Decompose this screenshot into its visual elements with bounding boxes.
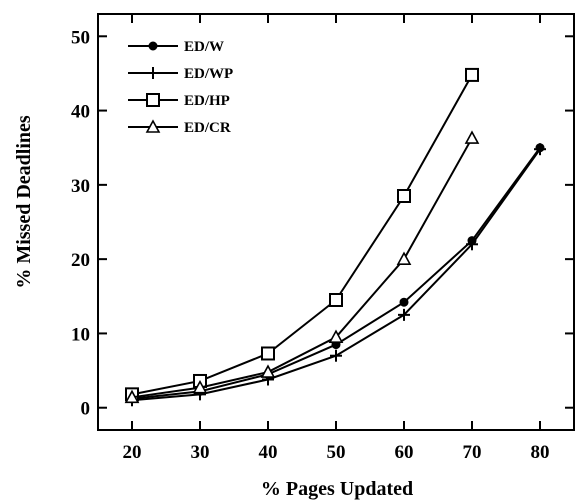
x-tick-label: 60 bbox=[395, 442, 414, 463]
x-tick-label: 70 bbox=[463, 442, 482, 463]
legend-label: ED/W bbox=[184, 39, 224, 55]
series-line-ed-wp bbox=[131, 148, 541, 402]
plot-frame bbox=[97, 13, 575, 431]
point-ed-cr bbox=[396, 251, 412, 265]
x-tick-label: 80 bbox=[531, 442, 550, 463]
series-line-ed-hp bbox=[131, 74, 473, 396]
legend-item-ed-w: ED/W bbox=[128, 39, 224, 55]
point-ed-hp bbox=[329, 293, 343, 307]
point-ed-w bbox=[399, 297, 409, 307]
legend-label: ED/WP bbox=[184, 66, 233, 82]
legend-item-ed-hp: ED/HP bbox=[128, 93, 230, 109]
y-tick-label: 0 bbox=[81, 399, 91, 420]
x-tick-labels: 20 30 40 50 60 70 80 bbox=[123, 442, 550, 463]
y-axis-label: % Missed Deadlines bbox=[13, 115, 35, 289]
y-tick-label: 30 bbox=[71, 176, 90, 197]
point-ed-cr bbox=[124, 389, 140, 404]
point-ed-hp bbox=[465, 67, 479, 82]
y-tick-label: 10 bbox=[71, 324, 90, 345]
x-tick-label: 30 bbox=[191, 442, 210, 463]
x-tick-label: 50 bbox=[327, 442, 346, 463]
legend-marker bbox=[146, 93, 160, 107]
legend: ED/W ED/WP ED/HP ED/CR bbox=[128, 39, 233, 136]
legend-item-ed-cr: ED/CR bbox=[128, 119, 231, 136]
point-ed-hp bbox=[397, 189, 411, 203]
point-ed-cr bbox=[464, 130, 480, 144]
series-ed-cr bbox=[124, 130, 480, 404]
x-axis-label: % Pages Updated bbox=[261, 478, 413, 500]
axis-ticks bbox=[98, 14, 574, 430]
series-line-ed-cr bbox=[131, 137, 473, 399]
point-ed-wp bbox=[398, 308, 410, 321]
series-ed-wp bbox=[126, 143, 546, 407]
series-ed-hp bbox=[125, 67, 479, 402]
point-ed-cr bbox=[192, 379, 208, 394]
legend-marker bbox=[147, 67, 159, 79]
legend-label: ED/HP bbox=[184, 93, 230, 109]
point-ed-wp bbox=[466, 238, 478, 251]
y-tick-label: 20 bbox=[71, 250, 90, 271]
point-ed-wp bbox=[534, 143, 546, 156]
legend-marker bbox=[148, 41, 158, 51]
series-ed-w bbox=[127, 143, 545, 404]
x-tick-label: 40 bbox=[259, 442, 278, 463]
legend-label: ED/CR bbox=[184, 120, 231, 136]
x-tick-label: 20 bbox=[123, 442, 142, 463]
plot-area bbox=[97, 13, 575, 431]
y-tick-labels: 0 10 20 30 40 50 bbox=[71, 27, 90, 419]
point-ed-hp bbox=[261, 346, 275, 361]
point-ed-cr bbox=[260, 364, 276, 378]
point-ed-wp bbox=[330, 349, 342, 362]
legend-marker bbox=[145, 119, 161, 133]
legend-item-ed-wp: ED/WP bbox=[128, 66, 233, 82]
point-ed-cr bbox=[328, 329, 344, 343]
y-tick-label: 50 bbox=[71, 27, 90, 48]
y-tick-label: 40 bbox=[71, 102, 90, 123]
data-series bbox=[124, 67, 546, 407]
